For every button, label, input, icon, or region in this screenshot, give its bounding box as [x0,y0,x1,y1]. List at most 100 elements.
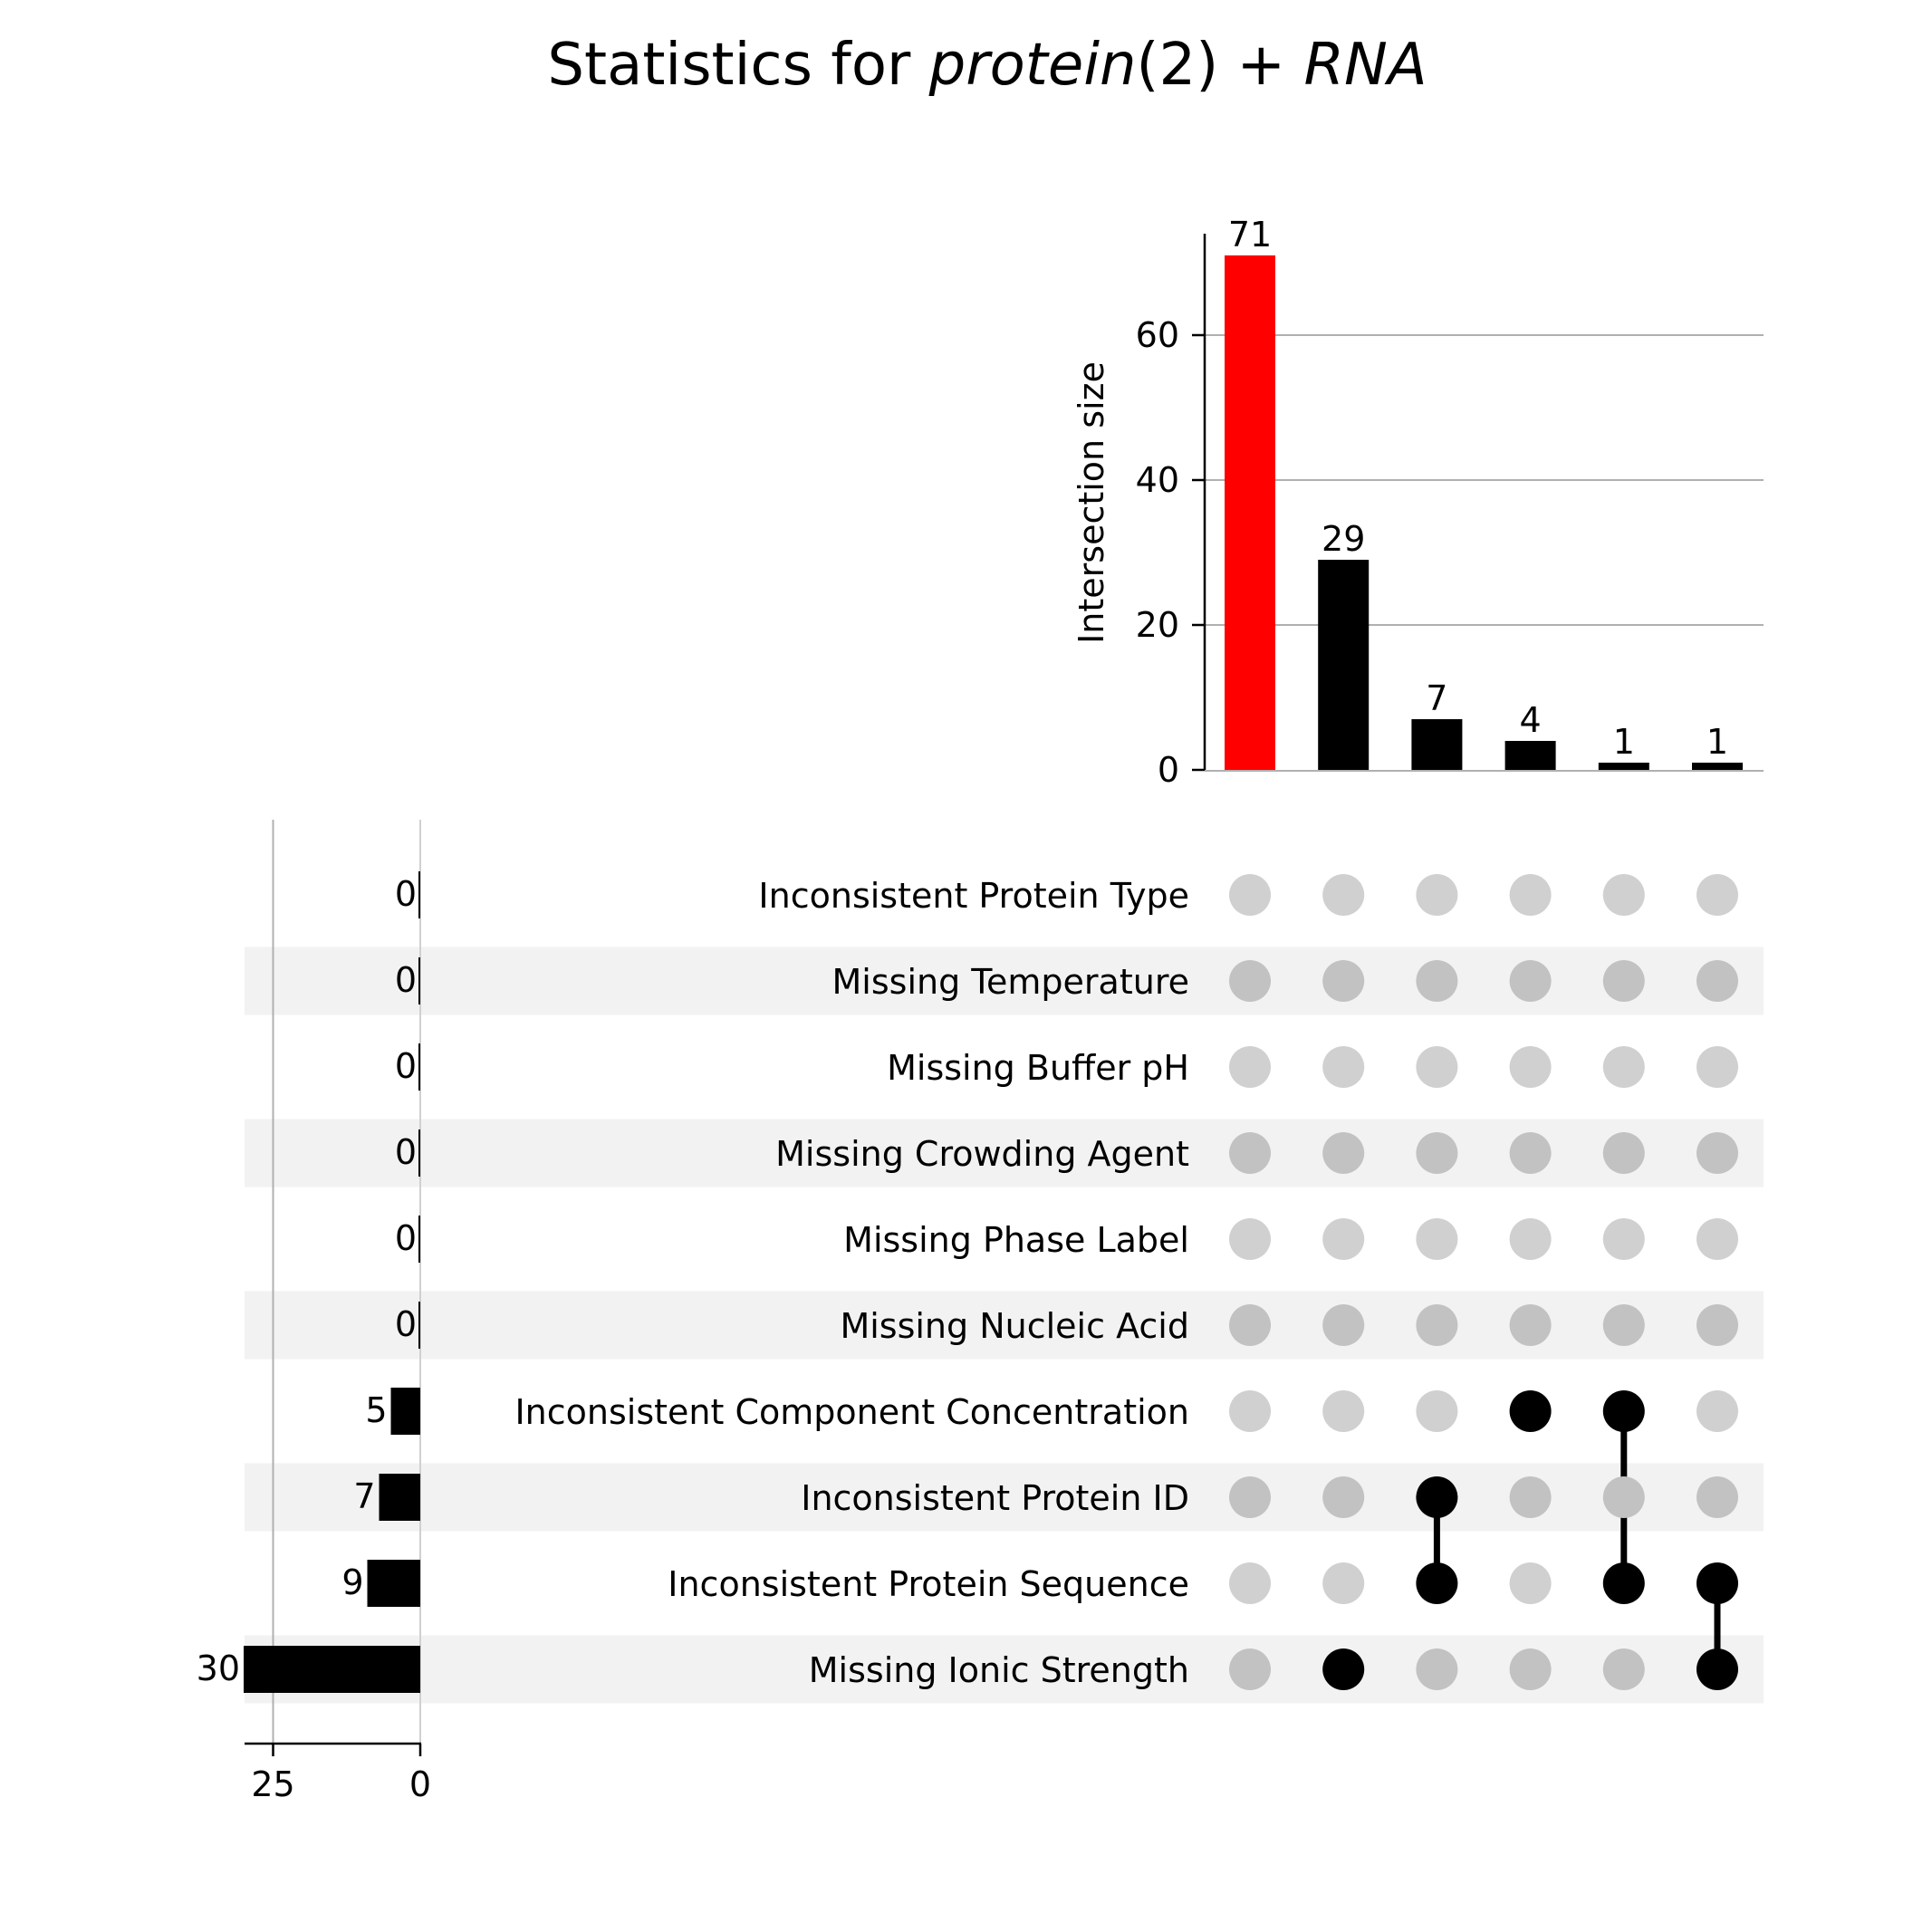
matrix-dot-inactive [1509,874,1552,916]
matrix-dot-inactive [1602,1476,1645,1518]
matrix-dot-inactive [1322,1304,1365,1346]
matrix-dot-inactive [1602,1132,1645,1174]
matrix-dot-inactive [1697,1046,1738,1088]
matrix-dot-inactive [1509,1046,1552,1088]
gridlines [272,334,1764,1744]
matrix-dot-inactive [1509,960,1552,1002]
matrix-dot-inactive [1416,1390,1458,1432]
bar-value-label: 4 [1520,700,1542,740]
matrix-dot-inactive [1697,1304,1738,1346]
matrix-dot-inactive [1602,1218,1645,1260]
matrix-dot-inactive [1509,1648,1552,1690]
matrix-dot-inactive [1602,1648,1645,1690]
matrix-dot-inactive [1229,1390,1271,1432]
matrix-dot-active [1416,1562,1458,1604]
y-tick-label: 20 [1136,605,1179,645]
intersection-bar [1318,560,1370,770]
y-tick-label: 60 [1136,315,1179,355]
matrix-dot-active [1602,1562,1645,1604]
matrix-dot-inactive [1509,1476,1552,1518]
intersection-bar [1504,741,1556,770]
set-size-label: 0 [395,960,417,1000]
matrix-dot-inactive [1416,1304,1458,1346]
set-size-bars: 0 0 0 0 0 0 5 7 9 30 [197,871,420,1693]
set-labels: Inconsistent Protein Type Missing Tempera… [514,876,1189,1690]
set-size-label: 0 [395,874,417,914]
matrix-dot-inactive [1322,1218,1365,1260]
set-size-label: 5 [365,1390,387,1430]
matrix-dot-inactive [1229,1648,1271,1690]
matrix-dot-inactive [1416,1046,1458,1088]
matrix-dot-inactive [1509,1132,1552,1174]
set-size-label: 0 [395,1218,417,1258]
matrix-dot-active [1322,1648,1365,1690]
matrix-dot-inactive [1697,874,1738,916]
matrix-dot-inactive [1416,1132,1458,1174]
matrix-dot-active [1416,1476,1458,1518]
intersection-bar [1598,763,1649,770]
set-size-tick-label: 0 [409,1764,431,1804]
set-size-bar [244,1646,420,1693]
matrix-dot-inactive [1416,874,1458,916]
bar-value-label: 29 [1322,519,1365,559]
set-size-label: 0 [395,1046,417,1086]
matrix-dot-inactive [1322,1562,1365,1604]
bar-value-label: 1 [1706,722,1728,762]
y-axis-title: Intersection size [1072,361,1111,644]
set-size-tick-label: 25 [251,1764,294,1804]
set-label: Missing Phase Label [843,1220,1189,1260]
matrix-dot-inactive [1229,1132,1271,1174]
set-size-label: 0 [395,1304,417,1344]
matrix-dot-inactive [1229,1218,1271,1260]
matrix-dot-active [1697,1562,1738,1604]
matrix-dot-inactive [1322,960,1365,1002]
matrix-dot-inactive [1229,1046,1271,1088]
matrix-dot-inactive [1322,1046,1365,1088]
set-label: Inconsistent Protein Type [758,876,1189,916]
matrix-dot-inactive [1416,1648,1458,1690]
title-italic-2: RNA [1304,32,1427,99]
set-label: Inconsistent Protein Sequence [668,1564,1189,1604]
set-size-label: 7 [353,1476,375,1516]
set-label: Missing Ionic Strength [809,1650,1189,1690]
matrix-dot-inactive [1509,1562,1552,1604]
matrix-dot-inactive [1697,1218,1738,1260]
set-label: Inconsistent Component Concentration [514,1392,1189,1432]
membership-matrix [1229,874,1738,1690]
matrix-dot-active [1602,1390,1645,1432]
intersection-bars: 71 29 7 4 1 1 [1225,215,1743,770]
title-middle: (2) + [1137,32,1304,99]
matrix-dot-inactive [1697,960,1738,1002]
matrix-dot-inactive [1602,1046,1645,1088]
set-label: Missing Temperature [832,962,1190,1002]
matrix-dot-inactive [1229,874,1271,916]
y-tick-label: 40 [1136,460,1179,500]
set-label: Missing Nucleic Acid [840,1306,1189,1346]
set-label: Inconsistent Protein ID [801,1478,1189,1518]
matrix-dot-inactive [1322,874,1365,916]
matrix-dot-inactive [1322,1132,1365,1174]
set-size-bar [390,1388,420,1435]
set-label: Missing Buffer pH [887,1048,1189,1088]
matrix-dot-inactive [1602,874,1645,916]
bar-value-label: 71 [1228,215,1272,255]
set-size-bar [379,1474,420,1521]
y-tick-label: 0 [1158,750,1179,790]
matrix-dot-inactive [1322,1476,1365,1518]
matrix-dot-inactive [1509,1304,1552,1346]
matrix-dot-inactive [1509,1218,1552,1260]
matrix-dot-inactive [1602,1304,1645,1346]
matrix-dot-inactive [1697,1390,1738,1432]
matrix-dot-inactive [1322,1390,1365,1432]
matrix-dot-inactive [1229,960,1271,1002]
matrix-dot-inactive [1229,1562,1271,1604]
set-size-label: 30 [197,1648,240,1688]
bar-value-label: 7 [1426,678,1447,718]
matrix-dot-active [1509,1390,1552,1432]
matrix-dot-inactive [1697,1476,1738,1518]
matrix-dot-inactive [1416,960,1458,1002]
set-size-label: 0 [395,1132,417,1172]
intersection-bar [1225,255,1275,770]
